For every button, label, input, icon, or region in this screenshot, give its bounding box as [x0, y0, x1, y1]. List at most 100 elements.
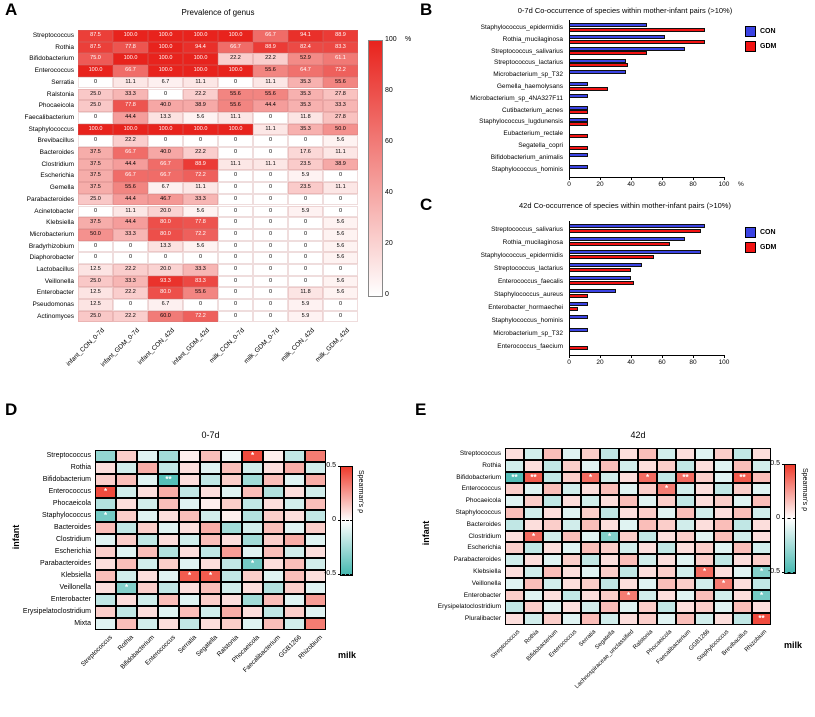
- correlation-cell: [752, 483, 771, 496]
- cell-value: 0: [303, 195, 308, 202]
- cell-value: 0: [268, 266, 273, 272]
- correlation-cell: [305, 486, 326, 498]
- correlation-cell: [179, 558, 200, 570]
- correlation-cell: [581, 554, 600, 566]
- heatmap-cell: [183, 310, 218, 323]
- correlation-cell: [581, 507, 600, 519]
- x-tick-label: 40: [627, 181, 635, 189]
- heatmap-cell: [183, 111, 218, 124]
- legend: CON GDM: [745, 227, 776, 257]
- correlation-cell: [714, 495, 733, 507]
- heatmap-cell: [113, 41, 148, 54]
- category-label: Cutibacterium_acnes: [501, 106, 563, 114]
- bar-gdm: [569, 267, 631, 272]
- heatmap-cell: [288, 158, 323, 171]
- row-label: Lactobacillus: [36, 266, 74, 273]
- correlation-cell: [543, 589, 562, 602]
- correlation-cell: [657, 507, 676, 519]
- correlation-cell: [179, 546, 200, 558]
- cell-value: 37.5: [90, 219, 101, 226]
- cell-value: 11.8: [300, 289, 311, 296]
- category-label: Microbacterium_sp_T32: [493, 71, 563, 79]
- correlation-cell: [600, 530, 619, 543]
- prevalence-title: Prevalence of genus: [181, 8, 255, 17]
- cell-value: 0: [233, 312, 238, 319]
- heatmap-cell: [113, 88, 148, 101]
- correlation-cell: [695, 483, 714, 496]
- colorbar-tick-label: 0.5: [326, 462, 336, 469]
- row-label: Bradyrhizobium: [28, 242, 74, 250]
- heatmap-cell: [323, 264, 358, 276]
- heatmap-cell: [113, 158, 148, 171]
- cell-value: 88.9: [335, 32, 346, 38]
- heatmap-cell: [148, 205, 183, 218]
- correlation-cell: [284, 462, 305, 474]
- correlation-cell: [638, 518, 657, 531]
- cell-value: 0: [303, 219, 308, 226]
- correlation-cell: [676, 613, 695, 625]
- cell-value: 0: [93, 207, 98, 214]
- cell-value: 0: [93, 254, 98, 261]
- correlation-cell: [158, 582, 179, 594]
- legend-swatch-con: [745, 227, 756, 238]
- correlation-cell: [116, 534, 137, 546]
- correlation-cell: [733, 459, 752, 472]
- cell-value: 33.3: [195, 266, 206, 272]
- correlation-cell: [562, 566, 581, 578]
- category-label: Streptococcus_salivarius: [491, 47, 563, 55]
- correlation-cell: [581, 542, 600, 555]
- x-axis-label-milk: milk: [784, 640, 803, 650]
- correlation-cell: [638, 459, 657, 472]
- heatmap-cell: [78, 111, 113, 124]
- row-label: Diaphorobacter: [29, 254, 74, 262]
- correlation-cell: [242, 594, 263, 606]
- correlation-cell: [524, 495, 543, 507]
- cell-value: 5.9: [301, 312, 310, 319]
- cell-value: 27.8: [335, 113, 346, 120]
- row-label: Klebsiella: [46, 219, 74, 227]
- row-label: Phocaeicola: [52, 500, 91, 507]
- x-tick: [569, 177, 570, 181]
- correlation-cell: [305, 522, 326, 534]
- correlation-cell: [263, 450, 284, 462]
- legend-label-gdm: GDM: [760, 43, 777, 50]
- colorbar-tick-label: 60: [385, 138, 393, 145]
- row-label: Clostridium: [41, 160, 74, 168]
- heatmap-cell: [323, 147, 358, 159]
- significance-star: *: [645, 472, 650, 482]
- cell-value: 11.1: [230, 113, 241, 120]
- x-tick: [662, 177, 663, 181]
- cell-value: 100.0: [158, 55, 173, 62]
- correlation-cell: [95, 594, 116, 606]
- correlation-cell: [581, 459, 600, 472]
- correlation-cell: [200, 474, 221, 486]
- colorbar-tick-label: -0.5: [767, 568, 780, 575]
- heatmap-cell: [253, 111, 288, 124]
- row-label: Bifidobacterium: [42, 476, 91, 483]
- row-label: Pluralibacter: [464, 615, 501, 623]
- row-label: Escherichia: [40, 172, 74, 180]
- row-label: Mixta: [74, 620, 91, 627]
- correlation-cell: [543, 566, 562, 578]
- cell-value: 83.3: [335, 43, 346, 50]
- heatmap-cell: [323, 76, 358, 89]
- significance-star: *: [759, 590, 764, 600]
- cell-value: 5.6: [336, 277, 345, 284]
- cell-value: 0: [93, 113, 98, 120]
- heatmap-cell: [288, 41, 323, 54]
- legend-label-con: CON: [760, 28, 776, 35]
- correlation-cell: [657, 518, 676, 531]
- x-tick-label: 60: [658, 359, 666, 366]
- heatmap-cell: [148, 182, 183, 194]
- heatmap-cell: [323, 30, 358, 42]
- correlation-cell: [221, 582, 242, 594]
- cell-value: 80.0: [160, 219, 171, 226]
- cell-value: 5.6: [336, 289, 345, 296]
- cell-value: 0: [233, 289, 238, 296]
- legend-item-con: CON: [745, 227, 776, 238]
- correlation-cell: [200, 510, 221, 522]
- correlation-cell: [619, 448, 638, 460]
- correlation-cell: [562, 459, 581, 472]
- bar-con: [569, 94, 588, 98]
- cell-value: 5.6: [336, 230, 345, 237]
